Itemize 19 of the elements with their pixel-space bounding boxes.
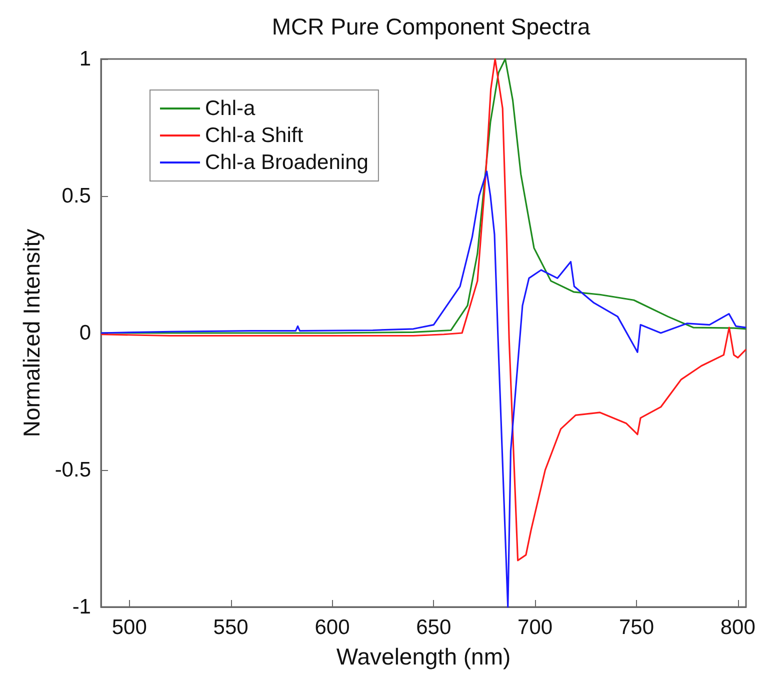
legend-label: Chl-a Shift: [205, 124, 304, 147]
x-tick-label: 500: [112, 616, 147, 639]
x-axis-title: Wavelength (nm): [336, 644, 511, 670]
y-tick-label: 0.5: [62, 184, 91, 208]
legend-label: Chl-a: [205, 97, 256, 120]
x-tick-label: 700: [518, 616, 553, 639]
line-series: [100, 58, 747, 562]
y-tick-label: -1: [72, 596, 91, 618]
legend-label: Chl-a Broadening: [205, 151, 368, 174]
x-tick-label: 800: [720, 616, 756, 639]
y-axis-title: Normalized Intensity: [18, 228, 44, 438]
x-tick-label: 550: [213, 616, 248, 639]
y-tick-label: 1: [79, 48, 91, 70]
x-tick-label: 750: [618, 616, 654, 639]
y-tick-label: 0: [79, 322, 91, 344]
y-tick-label: -0.5: [54, 458, 91, 482]
x-tick-label: 650: [416, 616, 452, 639]
chart-title: MCR Pure Component Spectra: [272, 14, 590, 40]
x-tick-label: 600: [314, 616, 350, 639]
